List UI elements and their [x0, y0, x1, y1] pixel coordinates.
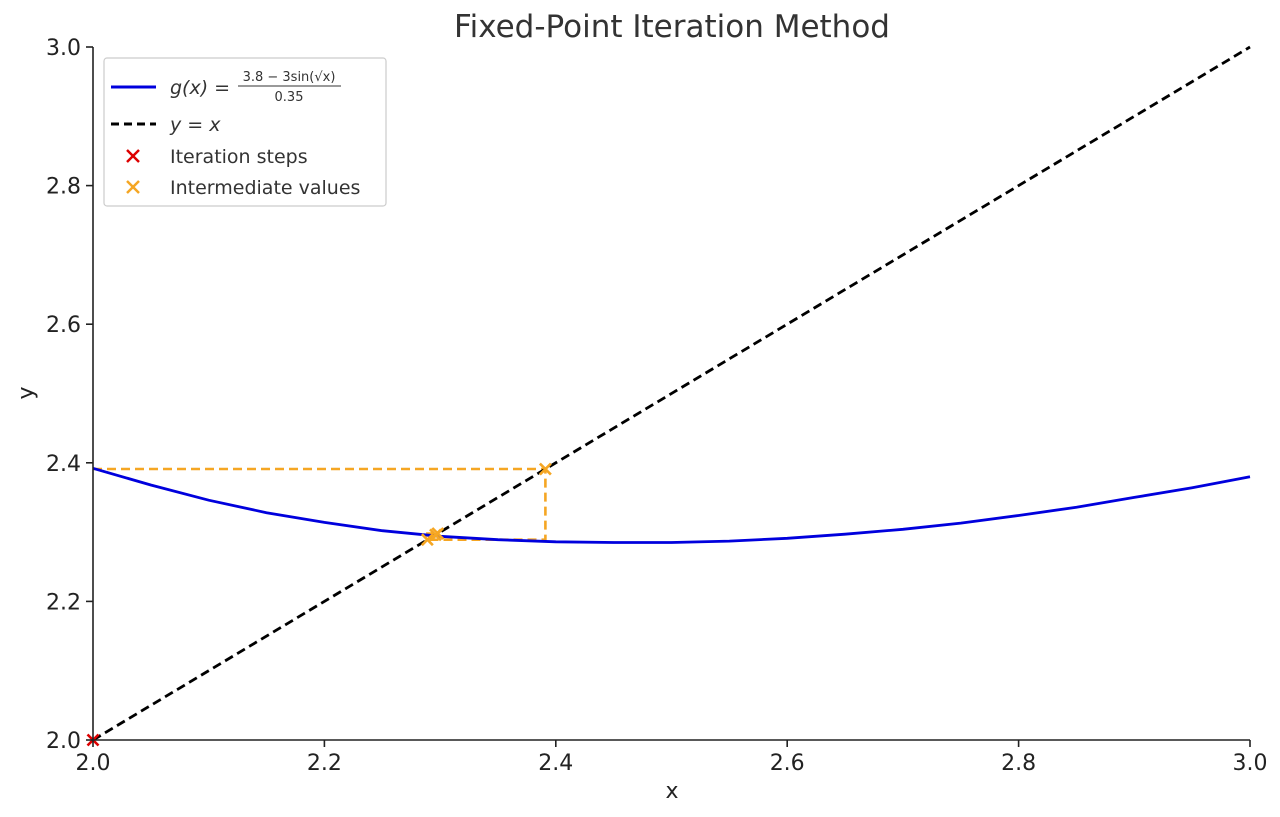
legend-iteration-marker [126, 149, 140, 163]
y-tick-label: 2.2 [46, 590, 81, 615]
legend-g-prefix: g(x) = [170, 77, 230, 99]
legend-intermediate-label: Intermediate values [170, 177, 360, 199]
y-tick-label: 2.6 [46, 313, 81, 338]
x-tick-label: 2.8 [1001, 751, 1036, 776]
x-axis-label: x [665, 779, 678, 804]
y-tick-label: 2.0 [46, 729, 81, 754]
axes [92, 47, 1250, 741]
legend-iteration-label: Iteration steps [170, 146, 308, 168]
x-tick-label: 2.6 [770, 751, 805, 776]
cobweb-path [93, 467, 547, 542]
x-tick-label: 2.0 [76, 751, 111, 776]
legend-identity-label: y = x [169, 114, 221, 136]
series-identity-line [92, 45, 1251, 742]
y-axis-label: y [14, 386, 39, 399]
x-tick-label: 3.0 [1233, 751, 1268, 776]
intermediate-point [420, 533, 434, 547]
y-tick-label: 3.0 [46, 36, 81, 61]
intermediate-point [429, 528, 442, 542]
x-tick-label: 2.4 [538, 751, 573, 776]
x-tick-label: 2.2 [307, 751, 342, 776]
y-tick-label: 2.4 [46, 452, 81, 477]
legend-g-denominator: 0.35 [275, 90, 304, 105]
legend-frame [103, 57, 387, 207]
legend: g(x) = 3.8 − 3sin(√x) 0.35 y = x Iterati… [103, 57, 387, 207]
legend-g-numerator: 3.8 − 3sin(√x) [243, 70, 336, 85]
chart-title: Fixed-Point Iteration Method [454, 9, 890, 45]
ticks: 2.0 2.2 2.4 2.6 2.8 3.0 2.0 2.2 2.4 2.6 2.8 3.0 [46, 36, 1268, 776]
intermediate-point [538, 462, 552, 476]
y-tick-label: 2.8 [46, 175, 81, 200]
legend-intermediate-marker [126, 180, 140, 194]
series-g-curve [92, 466, 1251, 544]
